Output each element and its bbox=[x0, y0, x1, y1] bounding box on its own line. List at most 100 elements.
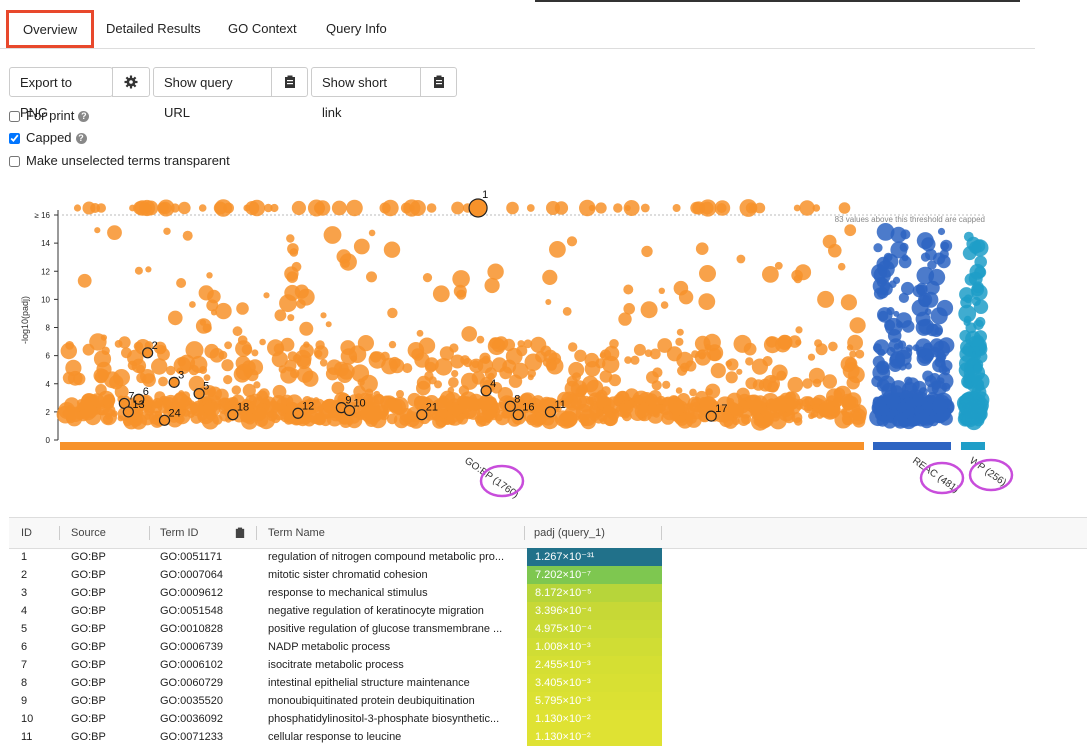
data-point[interactable] bbox=[283, 414, 294, 425]
data-point[interactable] bbox=[630, 355, 640, 365]
data-point[interactable] bbox=[232, 326, 243, 337]
data-point[interactable] bbox=[793, 274, 803, 284]
data-point[interactable] bbox=[237, 335, 248, 345]
data-point[interactable] bbox=[554, 201, 569, 215]
data-point[interactable] bbox=[182, 409, 190, 417]
data-point[interactable] bbox=[520, 393, 533, 406]
data-point[interactable] bbox=[176, 278, 187, 288]
data-point[interactable] bbox=[595, 202, 607, 214]
data-point[interactable] bbox=[841, 408, 852, 418]
data-point[interactable] bbox=[127, 360, 138, 371]
data-point[interactable] bbox=[203, 402, 215, 415]
data-point[interactable] bbox=[878, 375, 896, 392]
data-point[interactable] bbox=[287, 314, 295, 322]
export-png-button[interactable]: Export to PNG bbox=[9, 67, 113, 120]
data-point[interactable] bbox=[359, 374, 378, 393]
data-point[interactable] bbox=[527, 369, 536, 378]
data-point[interactable] bbox=[346, 199, 363, 217]
cell-term-id[interactable]: GO:0035520 bbox=[160, 695, 223, 707]
data-point[interactable] bbox=[264, 203, 273, 213]
tab-detailed-results[interactable]: Detailed Results bbox=[106, 21, 201, 36]
data-point[interactable] bbox=[399, 408, 414, 422]
data-point[interactable] bbox=[883, 252, 893, 262]
data-point[interactable] bbox=[189, 301, 196, 308]
data-point[interactable] bbox=[469, 358, 484, 373]
data-point[interactable] bbox=[876, 223, 895, 241]
cell-term-name[interactable]: intestinal epithelial structure maintena… bbox=[268, 677, 470, 689]
data-point[interactable] bbox=[303, 341, 310, 348]
highlighted-point[interactable] bbox=[544, 406, 557, 418]
data-point[interactable] bbox=[331, 381, 345, 395]
data-point[interactable] bbox=[246, 402, 254, 410]
data-point[interactable] bbox=[198, 285, 214, 301]
data-point[interactable] bbox=[962, 415, 972, 425]
data-point[interactable] bbox=[623, 200, 640, 216]
data-point[interactable] bbox=[198, 204, 207, 212]
data-point[interactable] bbox=[409, 200, 426, 216]
data-point[interactable] bbox=[918, 292, 933, 307]
data-point[interactable] bbox=[719, 412, 734, 428]
data-point[interactable] bbox=[670, 401, 685, 416]
data-point[interactable] bbox=[619, 403, 628, 412]
data-point[interactable] bbox=[273, 343, 285, 354]
data-point[interactable] bbox=[758, 378, 772, 392]
data-point[interactable] bbox=[708, 348, 722, 361]
data-point[interactable] bbox=[476, 335, 485, 344]
data-point[interactable] bbox=[872, 277, 891, 295]
data-point[interactable] bbox=[168, 310, 183, 326]
data-point[interactable] bbox=[921, 237, 936, 252]
data-point[interactable] bbox=[585, 396, 594, 405]
data-point[interactable] bbox=[505, 347, 523, 365]
data-point[interactable] bbox=[822, 399, 835, 413]
data-point[interactable] bbox=[710, 363, 726, 379]
data-point[interactable] bbox=[523, 339, 533, 349]
data-point[interactable] bbox=[325, 321, 332, 328]
data-point[interactable] bbox=[439, 346, 454, 361]
data-point[interactable] bbox=[323, 226, 342, 244]
data-point[interactable] bbox=[560, 412, 569, 421]
table-row[interactable]: 8 GO:BP GO:0060729 intestinal epithelial st… bbox=[9, 674, 1087, 692]
data-point[interactable] bbox=[972, 413, 980, 421]
data-point[interactable] bbox=[932, 398, 948, 415]
data-point[interactable] bbox=[188, 375, 205, 392]
data-point[interactable] bbox=[964, 358, 981, 376]
highlighted-point[interactable] bbox=[122, 406, 134, 418]
data-point[interactable] bbox=[840, 294, 858, 311]
data-point[interactable] bbox=[623, 284, 634, 295]
data-point[interactable] bbox=[156, 344, 166, 355]
highlighted-point[interactable] bbox=[343, 404, 356, 417]
data-point[interactable] bbox=[878, 404, 890, 416]
data-point[interactable] bbox=[478, 396, 493, 411]
data-point[interactable] bbox=[387, 307, 398, 319]
data-point[interactable] bbox=[549, 241, 566, 258]
data-point[interactable] bbox=[672, 204, 681, 212]
data-point[interactable] bbox=[817, 290, 835, 308]
data-point[interactable] bbox=[934, 327, 943, 336]
data-point[interactable] bbox=[530, 336, 547, 353]
col-padj-header[interactable]: padj (query_1) bbox=[534, 527, 605, 539]
data-point[interactable] bbox=[915, 319, 933, 336]
highlighted-point[interactable] bbox=[227, 409, 239, 421]
transparent-checkbox[interactable] bbox=[9, 155, 20, 167]
data-point[interactable] bbox=[368, 229, 376, 237]
data-point[interactable] bbox=[658, 287, 665, 294]
data-point[interactable] bbox=[520, 403, 531, 414]
data-point[interactable] bbox=[700, 201, 714, 215]
data-point[interactable] bbox=[242, 360, 256, 374]
data-point[interactable] bbox=[366, 271, 377, 283]
data-point[interactable] bbox=[253, 381, 261, 389]
data-point[interactable] bbox=[822, 234, 837, 249]
for-print-option[interactable]: For print ? bbox=[9, 108, 90, 124]
data-point[interactable] bbox=[725, 371, 738, 384]
data-point[interactable] bbox=[893, 310, 900, 317]
data-point[interactable] bbox=[579, 199, 596, 217]
data-point[interactable] bbox=[272, 384, 287, 399]
data-point[interactable] bbox=[101, 346, 110, 355]
data-point[interactable] bbox=[633, 343, 646, 356]
data-point[interactable] bbox=[920, 252, 931, 262]
data-point[interactable] bbox=[568, 361, 585, 378]
data-point[interactable] bbox=[603, 412, 617, 427]
highlighted-point[interactable] bbox=[292, 407, 304, 419]
data-point[interactable] bbox=[893, 413, 908, 429]
data-point[interactable] bbox=[434, 358, 453, 376]
